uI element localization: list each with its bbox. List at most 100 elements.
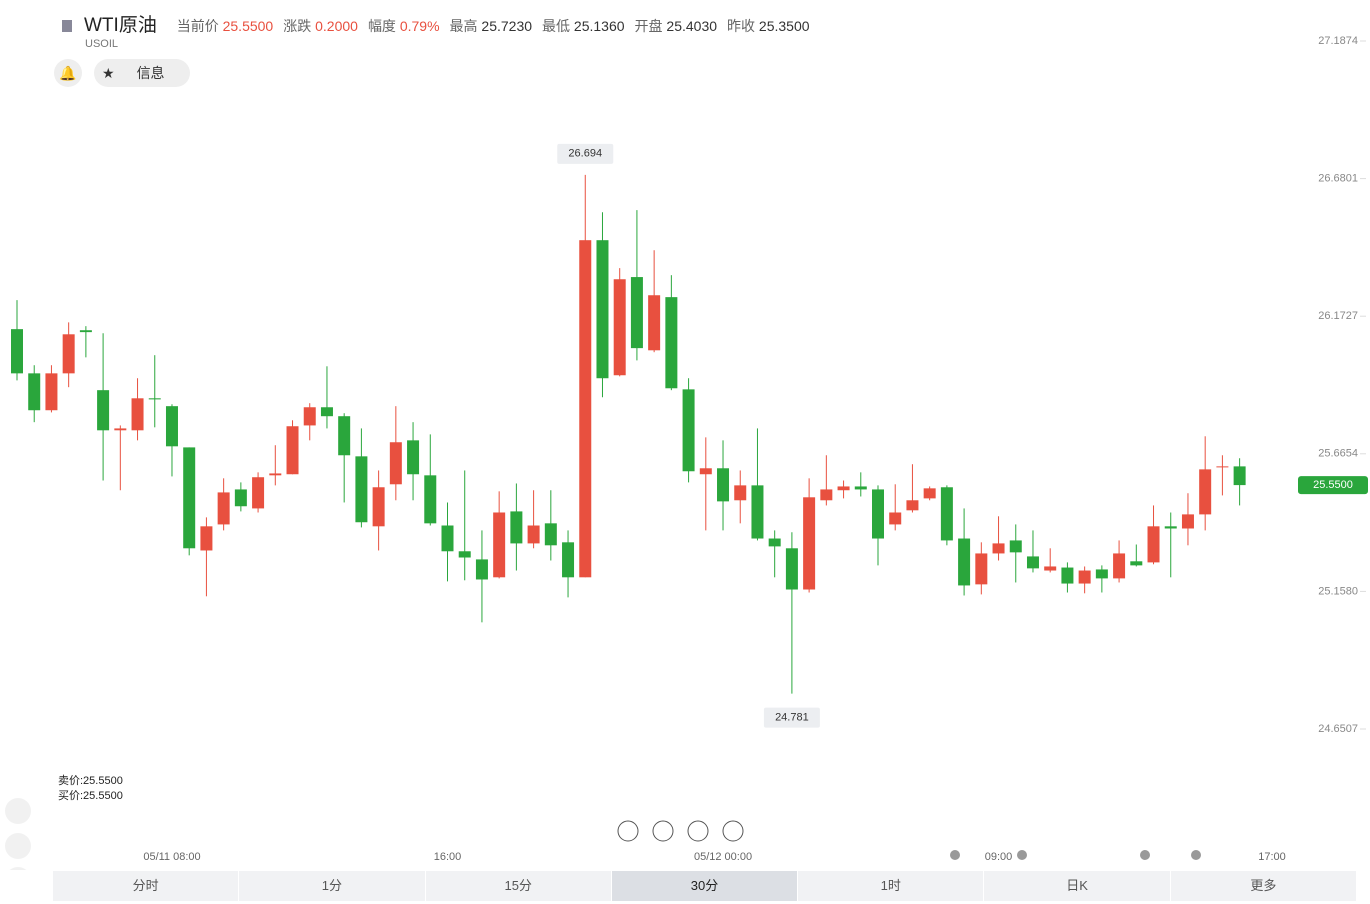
icon [62,20,72,32]
candle-body [217,492,230,525]
tab[interactable]: 日K [984,871,1171,901]
candle-body [699,468,712,475]
candle-body [269,473,282,476]
nav-button[interactable] [652,820,674,842]
annotation-box [557,143,614,164]
candle-body [923,488,936,499]
candle-body [131,398,144,431]
quote-label: 开盘 [634,18,663,34]
annotation: 26.694 [568,148,602,160]
candle-body [407,440,420,475]
candle-body [97,390,110,431]
candle-body [665,297,678,389]
candle-body [596,240,609,379]
candle-body [234,489,247,507]
candle-body [338,416,351,456]
candle-body [148,398,161,400]
y-tick-label: 24.6507 [1318,723,1358,735]
candle-body [303,407,316,426]
candle-body [79,330,92,333]
nav-button[interactable] [687,820,709,842]
candle-body [717,468,730,502]
ask: 卖价:25.5500 [58,775,123,787]
candle-body [1009,540,1022,553]
alert-button[interactable]: 🔔 [54,59,82,87]
candle-body [45,373,58,411]
candle-body [562,542,575,578]
candle-body [389,442,402,485]
candle-body [165,406,178,447]
info-button[interactable]: ★ 信息 [94,59,190,87]
instrument-name[interactable]: WTI原油 [84,15,157,36]
quote-label: 昨收 [727,18,756,34]
candle-body [734,485,747,501]
candle-body [510,511,523,544]
quote-label: 幅度 [367,18,396,34]
quote-header: WTI原油 当前价 25.5500 涨跌 0.2000 幅度 0.79% 最高 25.… [58,10,820,37]
candle-body [579,240,592,578]
tab[interactable]: 30分 [611,871,799,901]
tab[interactable]: 1时 [798,871,985,901]
event-dot [950,850,960,860]
y-tick-label: 27.1874 [1318,35,1358,47]
tab[interactable]: 分时 [53,871,240,901]
candle-body [630,277,643,349]
last-price-tag [1298,476,1368,495]
tool-button[interactable] [5,867,31,870]
candle-body [1216,466,1229,468]
info-label: 信息 [136,65,165,81]
candle-body [1199,469,1212,515]
candle-body [527,525,540,544]
nav-button[interactable] [617,820,639,842]
candle-body [1181,514,1194,529]
candle-body [958,538,971,586]
event-dot [1191,850,1201,860]
candle-body [286,426,299,475]
quote: 当前价 25.5500 [177,18,274,34]
candle-body [62,334,75,374]
tool-button[interactable] [5,833,31,859]
candle-body [940,487,953,541]
candle-body [803,497,816,590]
quote-value: 25.7230 [481,18,533,34]
quote-value: 25.5500 [222,18,274,34]
y-tick-label: 25.1580 [1318,585,1358,597]
candle-body [11,329,23,374]
candle-body [682,389,695,472]
candle-body [889,512,902,525]
quote-value: 25.3500 [758,18,810,34]
last-price-label: 25.5500 [1313,479,1353,491]
candle-body [1026,556,1039,569]
candle-body [1113,553,1126,579]
y-tick-label: 26.6801 [1318,172,1358,184]
candle-body [613,279,626,376]
candle-body [1130,561,1143,566]
chart: 24.6507 25.1580 25.6654 26.1727 26.6801 27.18… [5,35,1368,870]
candle-body [355,456,368,523]
y-tick-label: 25.6654 [1318,448,1358,460]
tab[interactable]: 1分 [239,871,426,901]
candle-body [458,551,471,558]
instrument-code: USOIL [85,38,119,50]
candle-body [1164,526,1177,529]
quote: 开盘 25.4030 [635,18,718,34]
tab[interactable]: 15分 [426,871,612,901]
tab[interactable]: 更多 [1171,871,1357,901]
tool-button[interactable] [5,798,31,824]
candle-body [183,447,196,549]
quote: 最高 25.7230 [450,18,533,34]
candle-body [1233,466,1246,486]
candle-body [751,485,764,539]
event-dot [1140,850,1150,860]
candle-body [1095,569,1108,579]
nav-button[interactable] [722,820,744,842]
x-tick-label: 09:00 [985,851,1013,863]
candle-body [320,407,333,417]
candle-body [493,512,506,578]
quote-label: 当前价 [176,18,219,34]
quote: 幅度 0.79% [368,18,440,34]
candle-body [252,477,265,509]
x-tick-label: 16:00 [434,851,462,863]
event-dot [1017,850,1027,860]
